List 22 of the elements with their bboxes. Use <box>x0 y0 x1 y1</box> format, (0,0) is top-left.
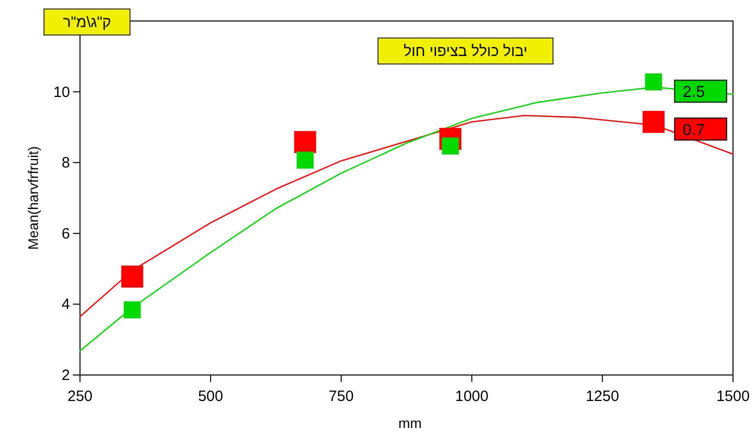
point <box>121 266 144 288</box>
x-tick-label: 250 <box>67 388 93 405</box>
annotation: ק"ג\מ"ר <box>62 14 112 31</box>
y-tick-label: 2 <box>62 367 70 384</box>
series-label: 0.7 <box>682 122 705 140</box>
y-tick-label: 4 <box>62 296 70 314</box>
x-tick-label: 1500 <box>716 388 750 405</box>
point <box>645 73 662 90</box>
x-tick-label: 750 <box>328 388 354 405</box>
x-tick-label: 1250 <box>586 388 620 405</box>
x-tick-label: 1000 <box>455 388 488 405</box>
point <box>294 131 316 154</box>
x-tick-label: 500 <box>198 388 224 405</box>
y-axis-title: Mean(harvfrfruit) <box>25 146 41 250</box>
point <box>124 301 141 318</box>
point <box>296 152 314 169</box>
y-tick-label: 10 <box>53 84 70 101</box>
y-tick-label: 6 <box>62 225 70 242</box>
point <box>642 110 665 133</box>
y-tick-label: 8 <box>62 154 70 172</box>
series-label: 2.5 <box>682 84 705 102</box>
x-axis-title: mm <box>398 415 422 431</box>
